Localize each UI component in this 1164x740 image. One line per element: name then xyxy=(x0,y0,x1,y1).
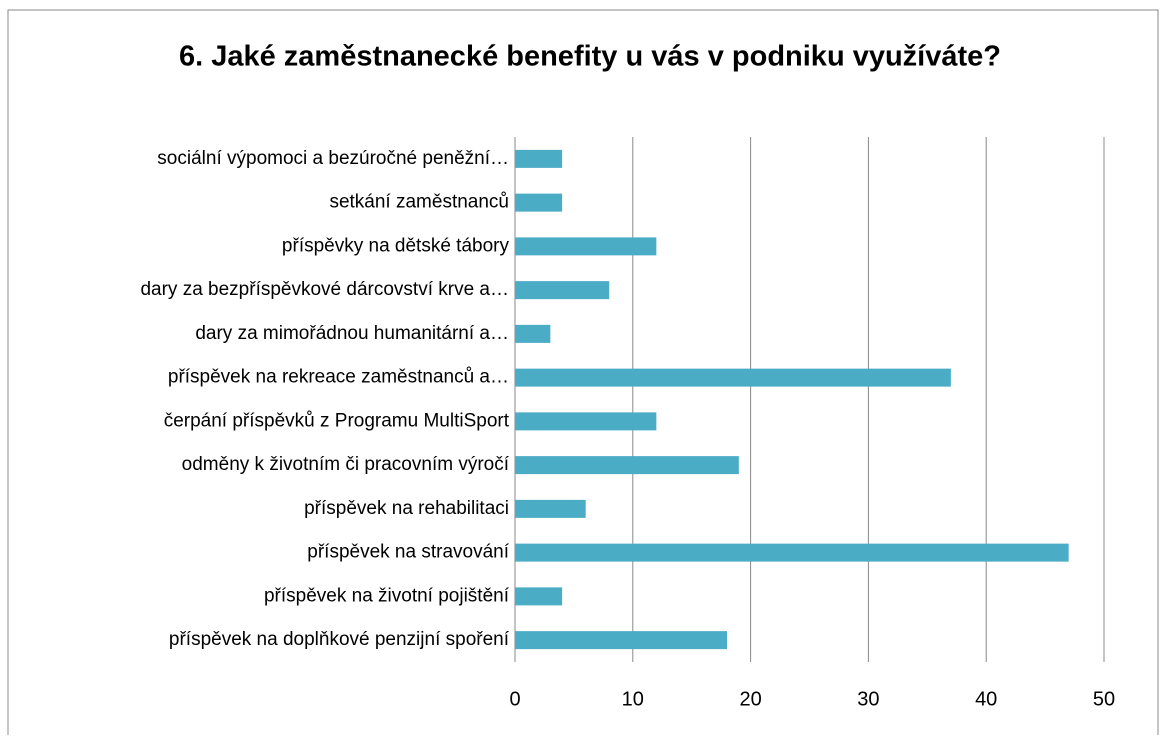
bar xyxy=(515,368,951,387)
y-tick-label: čerpání příspěvků z Programu MultiSport xyxy=(164,410,510,431)
y-tick-label: příspěvek na životní pojištění xyxy=(264,585,510,606)
y-tick-label: příspěvky na dětské tábory xyxy=(282,235,510,256)
y-tick-label: setkání zaměstnanců xyxy=(329,192,509,213)
x-tick-label: 10 xyxy=(622,688,644,710)
x-tick-label: 30 xyxy=(857,688,879,710)
y-tick-label: dary za bezpříspěvkové dárcovství krve a… xyxy=(140,279,509,300)
bar xyxy=(515,499,586,518)
y-tick-label: odměny k životním či pracovním výročí xyxy=(182,454,510,475)
y-tick-label: příspěvek na doplňkové penzijní spoření xyxy=(169,629,510,650)
x-tick-label: 0 xyxy=(509,688,520,710)
y-tick-label: příspěvek na rehabilitaci xyxy=(304,498,509,519)
y-tick-label: sociální výpomoci a bezúročné peněžní… xyxy=(157,148,509,169)
bar xyxy=(515,237,657,256)
x-tick-label: 40 xyxy=(975,688,997,710)
x-tick-label: 50 xyxy=(1093,688,1115,710)
chart-title: 6. Jaké zaměstnanecké benefity u vás v p… xyxy=(179,41,1001,73)
bar xyxy=(515,193,563,212)
y-tick-label: příspěvek na stravování xyxy=(307,542,509,563)
y-tick-label: příspěvek na rekreace zaměstnanců a… xyxy=(168,367,509,388)
bar xyxy=(515,543,1069,562)
bar xyxy=(515,456,739,475)
bar xyxy=(515,281,610,300)
x-tick-label: 20 xyxy=(739,688,761,710)
bar xyxy=(515,587,563,606)
bar xyxy=(515,631,728,650)
bar xyxy=(515,324,551,343)
bar xyxy=(515,149,563,168)
bar xyxy=(515,412,657,431)
y-tick-label: dary za mimořádnou humanitární a… xyxy=(195,323,509,344)
